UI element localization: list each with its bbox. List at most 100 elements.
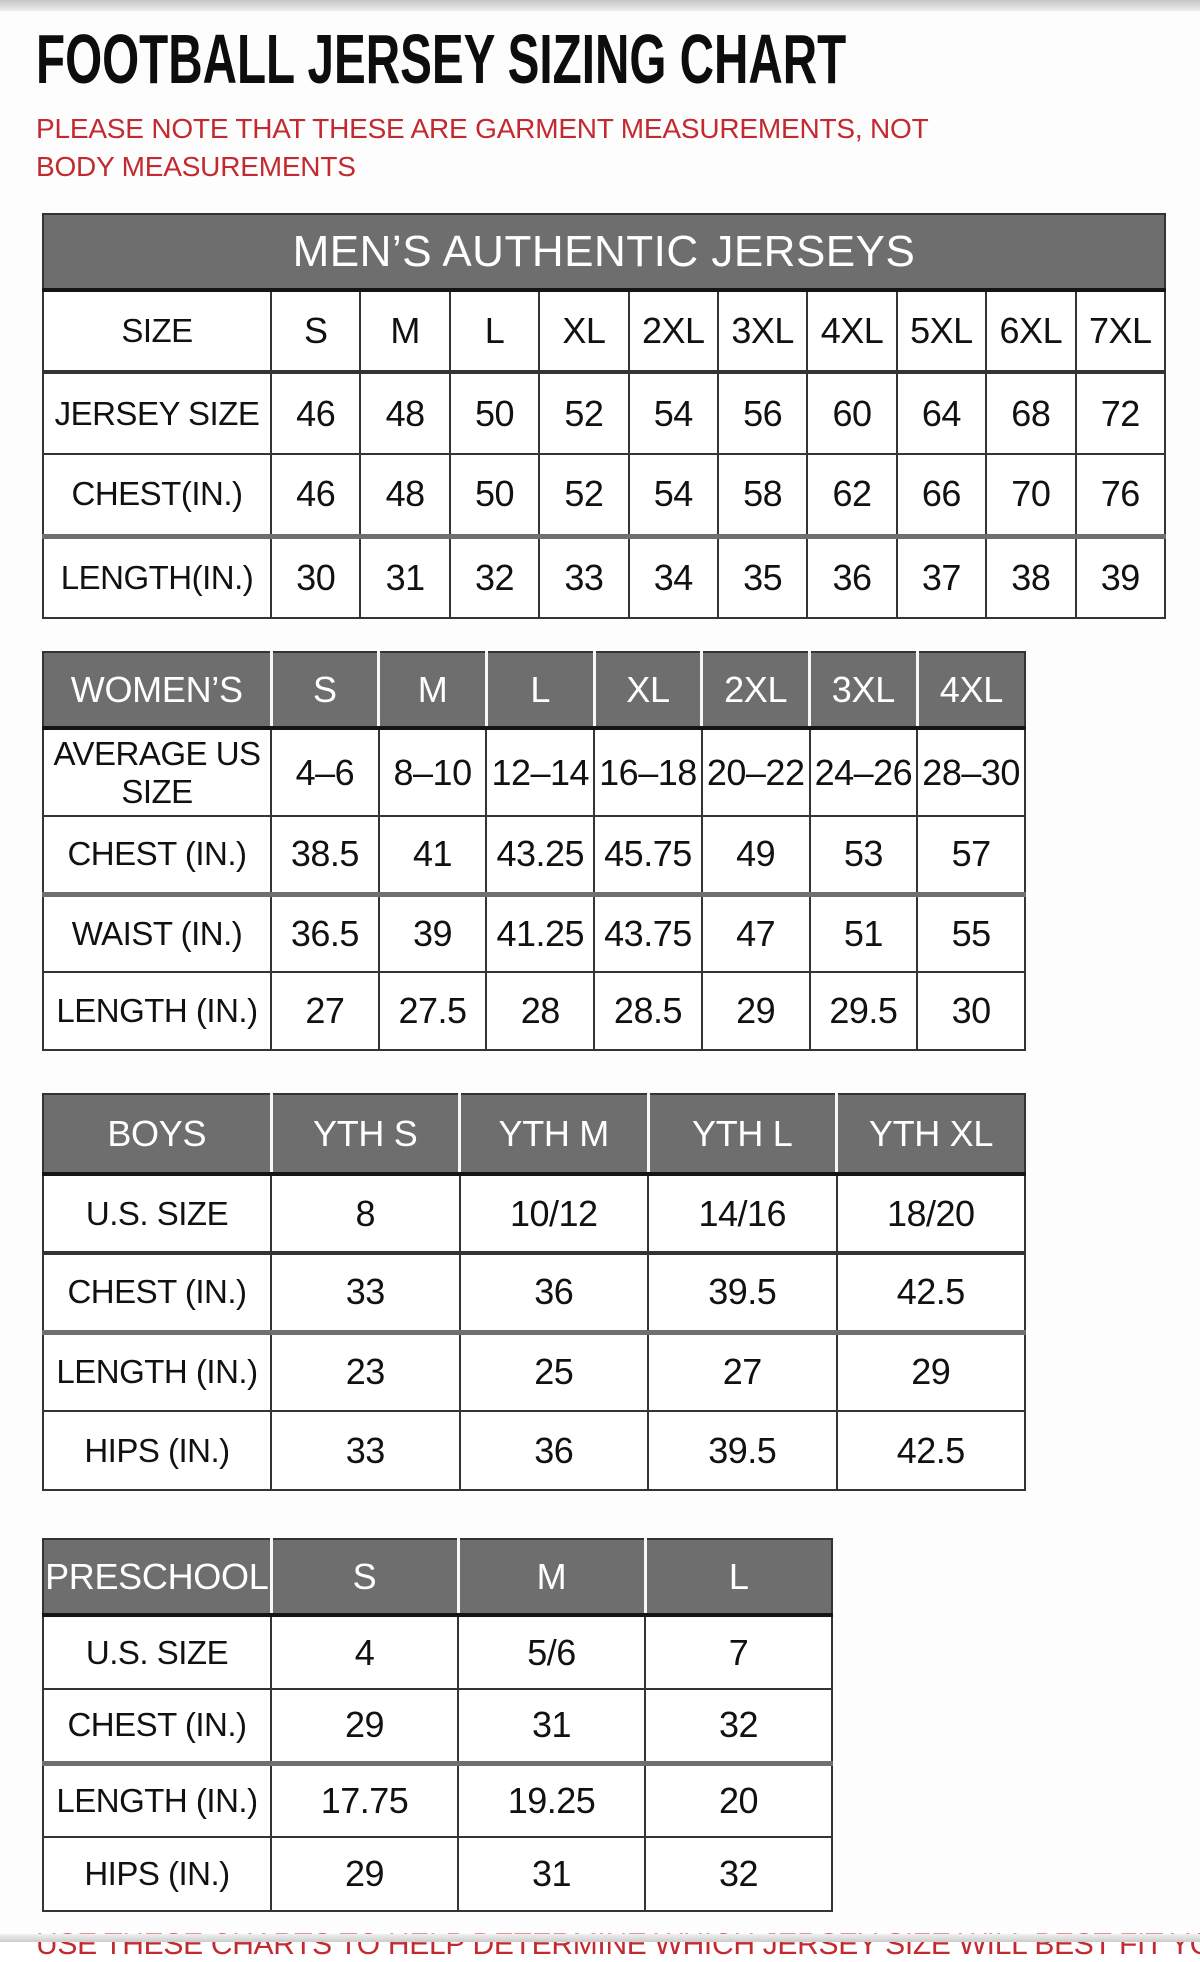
table-row: HIPS (IN.) 33 36 39.5 42.5 (42, 1410, 1026, 1492)
table-cell: 51 (808, 891, 919, 974)
boys-size-header-cell: YTH L (646, 1093, 838, 1177)
row-label: LENGTH(IN.) (42, 533, 272, 620)
table-row: LENGTH (IN.) 27 27.5 28 28.5 29 29.5 30 (42, 971, 1026, 1052)
table-cell: 31 (457, 1688, 646, 1765)
table-cell: 8 (270, 1173, 461, 1255)
womens-size-header-cell: 3XL (808, 651, 919, 731)
womens-table-title: WOMEN’S (42, 651, 272, 731)
table-cell: 41 (377, 815, 488, 896)
table-cell: 29 (700, 971, 811, 1052)
row-label: JERSEY SIZE (42, 370, 272, 456)
table-cell: 5XL (895, 289, 988, 374)
table-cell: 55 (916, 891, 1026, 974)
womens-size-header-cell: 4XL (915, 651, 1026, 731)
table-cell: XL (538, 289, 630, 374)
table-cell: L (448, 289, 541, 374)
table-cell: 30 (269, 533, 362, 620)
table-row: CHEST (IN.) 33 36 39.5 42.5 (42, 1251, 1026, 1334)
table-cell: M (359, 289, 451, 374)
table-cell: 36 (458, 1410, 649, 1492)
row-label: CHEST (IN.) (42, 1251, 272, 1334)
table-cell: 46 (269, 453, 362, 538)
table-cell: 68 (985, 370, 1077, 456)
womens-sizing-table: WOMEN’S S M L XL 2XL 3XL 4XL AVERAGE US SIZE 4–6 8… (42, 651, 1026, 1052)
scan-artifact-bottom (0, 1934, 1200, 1942)
boys-size-header-cell: YTH XL (835, 1093, 1026, 1177)
table-row: U.S. SIZE 8 10/12 14/16 18/20 (42, 1173, 1026, 1255)
table-cell: 2XL (627, 289, 719, 374)
table-cell: 34 (627, 533, 719, 620)
table-cell: 19.25 (457, 1760, 646, 1839)
table-row: LENGTH (IN.) 23 25 27 29 (42, 1329, 1026, 1413)
table-cell: 64 (895, 370, 988, 456)
row-label: U.S. SIZE (42, 1614, 272, 1691)
preschool-sizing-table: PRESCHOOL S M L U.S. SIZE 4 5/6 7 CHEST (IN.) 29 3… (42, 1538, 833, 1913)
table-cell: 36.5 (270, 891, 380, 974)
table-cell: 32 (644, 1836, 833, 1913)
table-cell: 32 (644, 1688, 833, 1765)
table-cell: 31 (457, 1836, 646, 1913)
table-row: CHEST (IN.) 38.5 41 43.25 45.75 49 53 57 (42, 815, 1026, 896)
row-label: LENGTH (IN.) (42, 1760, 272, 1839)
table-cell: 39.5 (647, 1251, 838, 1334)
row-label: SIZE (42, 289, 272, 374)
table-cell: 43.75 (593, 891, 703, 974)
table-cell: 38.5 (270, 815, 380, 896)
table-cell: 38 (985, 533, 1077, 620)
table-cell: 70 (985, 453, 1077, 538)
table-cell: 76 (1074, 453, 1167, 538)
table-cell: 27 (647, 1329, 838, 1413)
table-cell: 3XL (716, 289, 809, 374)
table-cell: 32 (448, 533, 541, 620)
table-cell: 58 (716, 453, 809, 538)
boys-size-header-cell: YTH S (269, 1093, 461, 1177)
table-cell: 16–18 (593, 727, 703, 818)
table-cell: 29.5 (808, 971, 919, 1052)
table-cell: 14/16 (647, 1173, 838, 1255)
table-cell: 45.75 (593, 815, 703, 896)
table-cell: 53 (808, 815, 919, 896)
mens-sizing-table: MEN’S AUTHENTIC JERSEYS SIZE S M L XL 2XL 3XL 4X… (42, 213, 1167, 620)
table-row: LENGTH (IN.) 17.75 19.25 20 (42, 1760, 833, 1839)
table-cell: 39 (1074, 533, 1167, 620)
garment-measurements-note: PLEASE NOTE THAT THESE ARE GARMENT MEASU… (36, 113, 929, 182)
table-cell: 39 (377, 891, 488, 974)
row-label: AVERAGE US SIZE (42, 727, 272, 818)
row-label: HIPS (IN.) (42, 1836, 272, 1913)
table-cell: 56 (716, 370, 809, 456)
boys-table-title: BOYS (42, 1093, 272, 1177)
table-row: HIPS (IN.) 29 31 32 (42, 1836, 833, 1913)
table-cell: 52 (538, 370, 630, 456)
preschool-size-header-cell: L (643, 1538, 833, 1618)
table-cell: 5/6 (457, 1614, 646, 1691)
row-label: LENGTH (IN.) (42, 1329, 272, 1413)
table-cell: 29 (270, 1688, 459, 1765)
table-cell: 42.5 (835, 1251, 1026, 1334)
womens-size-header-cell: 2XL (700, 651, 811, 731)
table-row: CHEST (IN.) 29 31 32 (42, 1688, 833, 1765)
womens-size-header-cell: S (269, 651, 380, 731)
table-cell: 20 (644, 1760, 833, 1839)
mens-table-title: MEN’S AUTHENTIC JERSEYS (42, 213, 1166, 293)
boys-header-row: BOYS YTH S YTH M YTH L YTH XL (42, 1093, 1026, 1177)
table-cell: 8–10 (377, 727, 488, 818)
table-cell: 6XL (985, 289, 1077, 374)
table-cell: 50 (448, 453, 541, 538)
table-cell: 10/12 (458, 1173, 649, 1255)
womens-size-header-cell: L (484, 651, 596, 731)
table-cell: 30 (916, 971, 1026, 1052)
table-cell: 60 (806, 370, 898, 456)
table-row: AVERAGE US SIZE 4–6 8–10 12–14 16–18 20–22 24–… (42, 727, 1026, 818)
table-cell: 27 (270, 971, 380, 1052)
table-row: U.S. SIZE 4 5/6 7 (42, 1614, 833, 1691)
table-row: WAIST (IN.) 36.5 39 41.25 43.75 47 51 55 (42, 891, 1026, 974)
row-label: CHEST(IN.) (42, 453, 272, 538)
boys-sizing-table: BOYS YTH S YTH M YTH L YTH XL U.S. SIZE 8 10/12… (42, 1093, 1026, 1492)
womens-size-header-cell: M (377, 651, 488, 731)
table-cell: 49 (700, 815, 811, 896)
table-cell: 33 (270, 1410, 461, 1492)
table-cell: 37 (895, 533, 988, 620)
table-row: JERSEY SIZE 46 48 50 52 54 56 60 64 68 72 (42, 370, 1167, 456)
table-cell: 31 (359, 533, 451, 620)
table-cell: 7 (644, 1614, 833, 1691)
